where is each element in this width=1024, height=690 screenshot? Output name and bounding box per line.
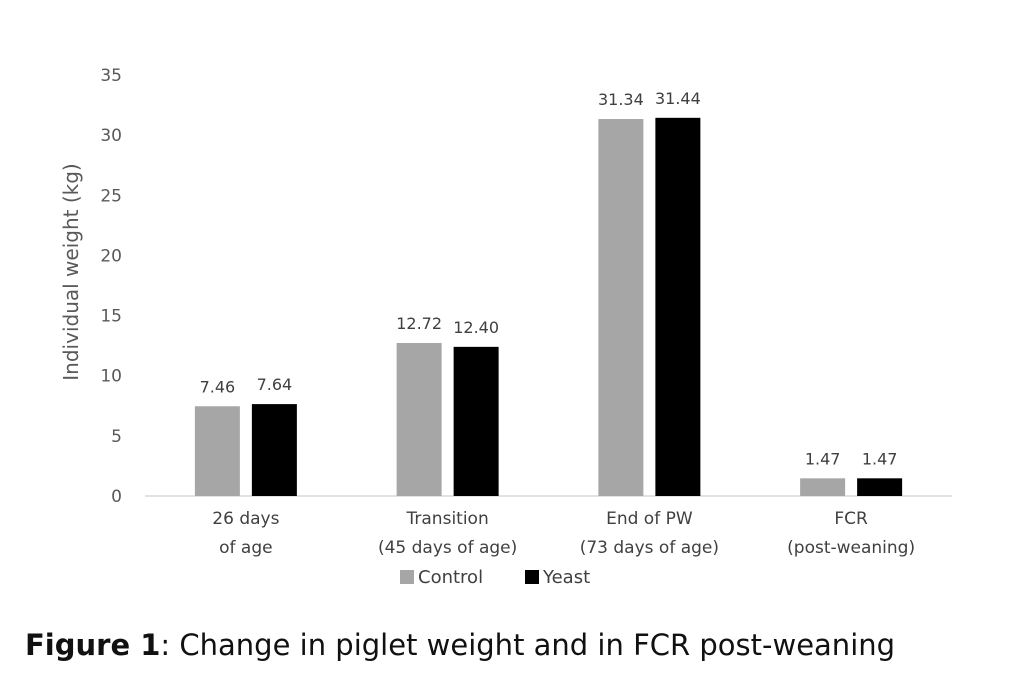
data-label: 1.47 (805, 449, 841, 468)
data-label: 7.64 (257, 375, 293, 394)
category-label: Transition (406, 509, 489, 529)
y-tick-label: 20 (100, 246, 122, 266)
y-tick-label: 30 (100, 126, 122, 146)
category-label: of age (219, 538, 272, 558)
category-label: (post-weaning) (787, 538, 915, 558)
y-tick-label: 35 (100, 66, 122, 86)
legend-swatch-yeast (525, 570, 539, 584)
y-tick-label: 0 (111, 487, 122, 507)
bar-control (194, 406, 240, 496)
legend-label-control: Control (418, 567, 483, 588)
legend: Control Yeast (400, 567, 590, 588)
bar-yeast (655, 117, 701, 496)
y-tick-label: 5 (111, 427, 122, 447)
bar-control (598, 119, 644, 497)
data-label: 31.44 (655, 89, 701, 108)
data-label: 1.47 (862, 449, 898, 468)
data-label: 7.46 (200, 377, 236, 396)
data-label: 12.72 (396, 314, 442, 333)
data-label: 12.40 (453, 318, 499, 337)
y-tick-label: 10 (100, 367, 122, 387)
category-label: FCR (834, 509, 868, 529)
bar-control (800, 478, 846, 496)
y-axis-label: Individual weight (kg) (59, 163, 83, 380)
legend-label-yeast: Yeast (542, 567, 590, 588)
y-axis: 0 5 10 15 20 25 30 35 (100, 66, 122, 507)
category-label: 26 days (212, 509, 279, 529)
bar-yeast (251, 404, 297, 496)
bars: 7.46 7.64 12.72 12.40 31.34 31.44 1.47 1.47 (194, 89, 903, 497)
bar-control (396, 342, 442, 496)
category-label: End of PW (606, 509, 693, 529)
figure-caption-label: Figure 1 (25, 628, 161, 662)
bar-chart: 0 5 10 15 20 25 30 35 Individual weight (kg) 7.… (59, 66, 952, 588)
figure-caption: Figure 1: Change in piglet weight and in… (25, 628, 895, 662)
y-tick-label: 25 (100, 186, 122, 206)
bar-yeast (857, 478, 903, 496)
bar-yeast (453, 346, 499, 496)
category-labels: 26 days of age Transition (45 days of age) E… (212, 509, 915, 558)
data-label: 31.34 (598, 90, 644, 109)
legend-swatch-control (400, 570, 414, 584)
y-tick-label: 15 (100, 307, 122, 327)
category-label: (73 days of age) (580, 538, 719, 558)
figure-caption-text: : Change in piglet weight and in FCR pos… (160, 628, 896, 662)
category-label: (45 days of age) (378, 538, 517, 558)
